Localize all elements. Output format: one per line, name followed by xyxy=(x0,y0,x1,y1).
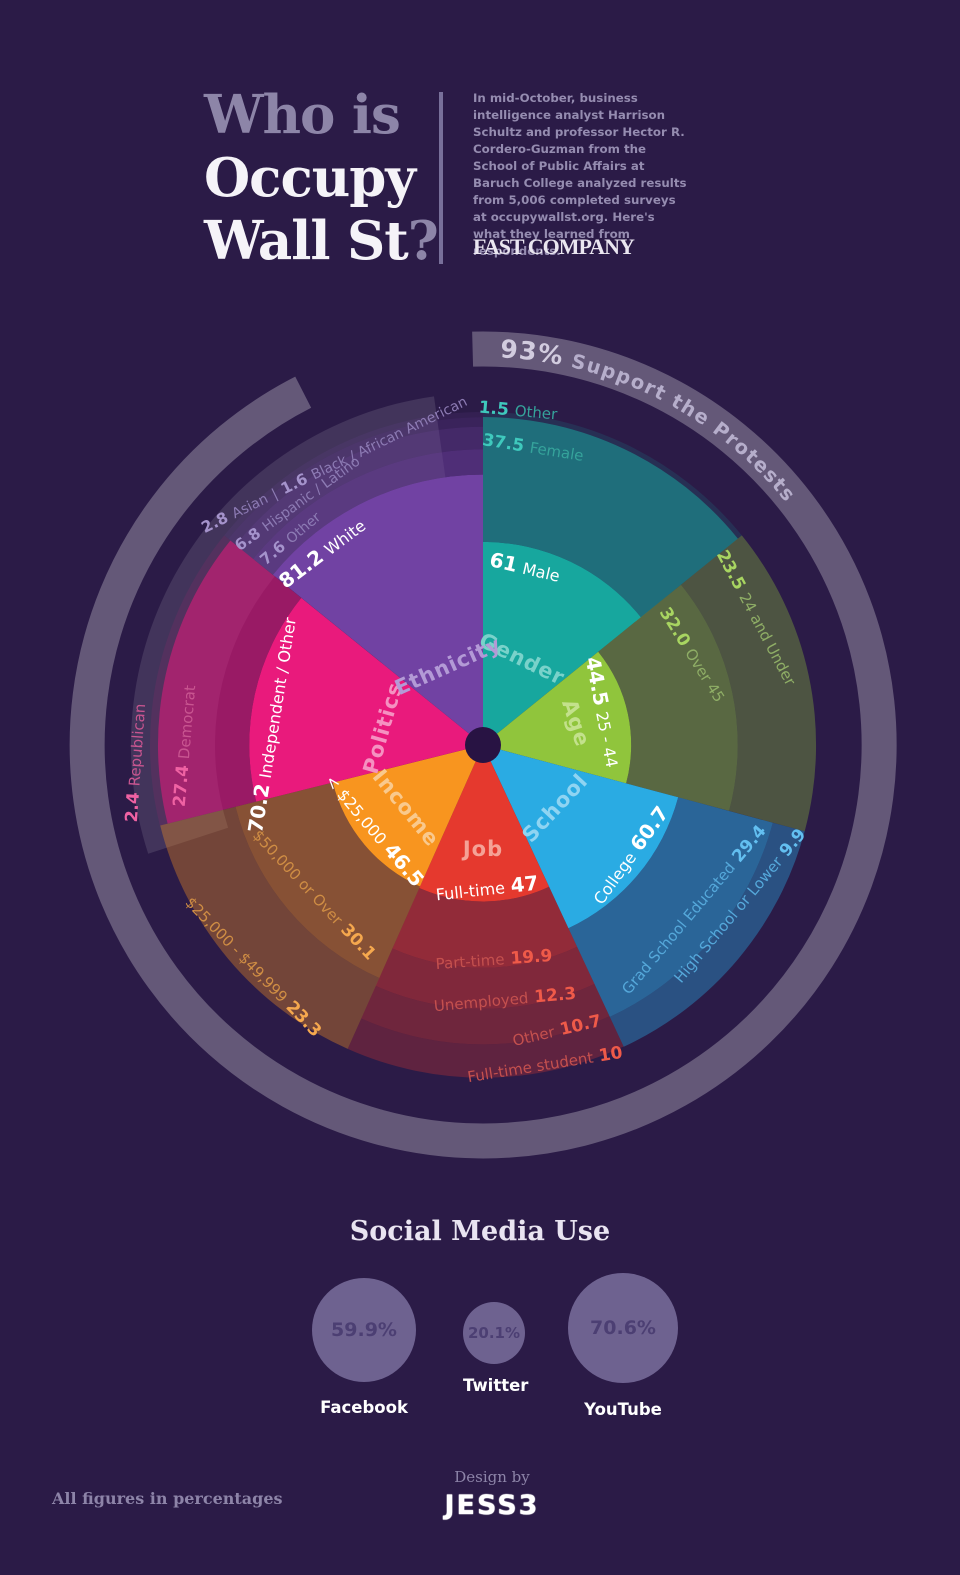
wedge-job-other xyxy=(361,984,610,1045)
header-divider xyxy=(439,92,443,264)
figures-note: All figures in percentages xyxy=(52,1489,283,1508)
wedge-job-full-time-student xyxy=(347,1016,624,1078)
wedge-income-25-000-49-999 xyxy=(160,806,380,1049)
page-title: Who is Occupy Wall St? xyxy=(204,84,439,273)
twitter-bubble: 20.1% xyxy=(463,1302,525,1364)
wedge-gender-female xyxy=(483,417,738,618)
wedge-ethnicity-hispanic-latino xyxy=(235,426,483,559)
wedge-ethnicity-other xyxy=(253,449,483,575)
wedge-ethnicity-white xyxy=(272,474,483,745)
wedge-job-unemployed xyxy=(375,946,595,1009)
wedge-job-part-time xyxy=(392,886,578,968)
jess3-logo: JESS3 xyxy=(444,1490,540,1521)
wedge-school-grad-school-educated xyxy=(568,797,773,1017)
facebook-bubble: 59.9% xyxy=(312,1278,416,1382)
wedge-politics-independent-other xyxy=(249,597,483,802)
wedge-income-25-000 xyxy=(332,745,483,887)
facebook-label: Facebook xyxy=(320,1398,408,1417)
title-line-1: Who is xyxy=(204,84,401,146)
support-ring-arc xyxy=(69,331,897,1159)
wedge-age-24-and-under xyxy=(681,535,817,832)
wedge-age-over-45 xyxy=(598,584,738,811)
wedge-income-50-000-or-over xyxy=(235,782,420,978)
wedge-politics-democrat xyxy=(157,540,302,824)
title-line-2: Occupy xyxy=(204,147,416,209)
wedge-age-25-44 xyxy=(483,651,632,784)
wedge-job-full-time xyxy=(419,745,550,902)
youtube-bubble: 70.6% xyxy=(568,1273,678,1383)
fast-company-logo: FAST COMPANY xyxy=(473,234,635,259)
wedge-politics-republican xyxy=(149,535,231,826)
title-question-mark: ? xyxy=(407,210,439,272)
design-by-label: Design by xyxy=(454,1468,530,1486)
title-line-3: Wall St? xyxy=(204,210,439,272)
youtube-value: 70.6% xyxy=(590,1317,656,1339)
twitter-label: Twitter xyxy=(463,1376,529,1395)
facebook-value: 59.9% xyxy=(331,1319,397,1341)
wedge-gender-male xyxy=(483,541,641,745)
youtube-label: YouTube xyxy=(584,1400,662,1419)
social-media-title: Social Media Use xyxy=(349,1216,611,1247)
twitter-value: 20.1% xyxy=(467,1324,521,1342)
wedge-school-college xyxy=(483,745,679,929)
wheel-center-dot xyxy=(465,727,501,763)
intro-paragraph: In mid-October, business intelligence an… xyxy=(473,91,687,258)
wedge-school-high-school-or-lower xyxy=(609,822,805,1047)
